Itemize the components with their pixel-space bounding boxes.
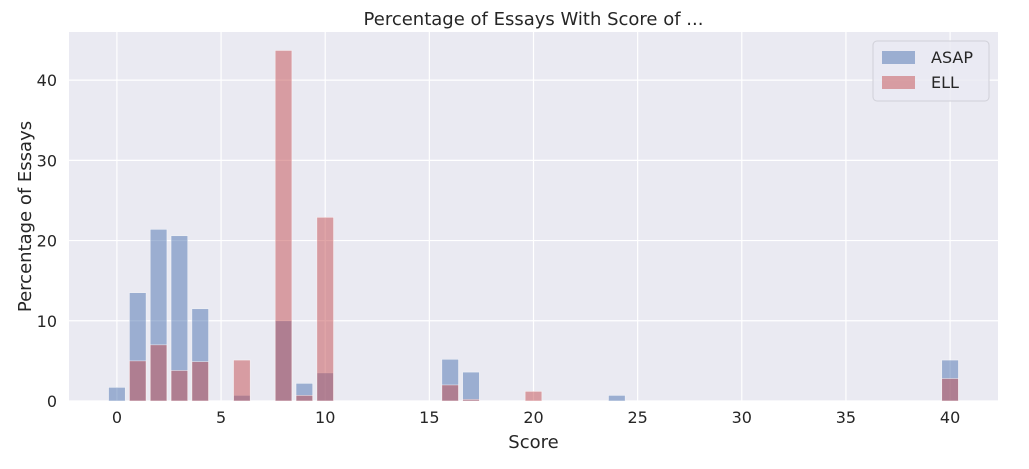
x-axis-label: Score [508, 432, 558, 453]
y-tick-label: 20 [37, 232, 57, 251]
y-tick-label: 40 [37, 71, 57, 90]
x-tick-label: 15 [419, 408, 439, 427]
bar-ell-score-8 [274, 50, 293, 402]
bar-ell-score-6 [233, 359, 251, 402]
x-tick-label: 0 [112, 408, 122, 427]
bar-ell-score-9 [295, 395, 314, 402]
x-tick-label: 10 [315, 408, 335, 427]
legend-swatch-asap [882, 51, 915, 64]
bar-ell-score-2 [149, 344, 168, 402]
bar-ell-score-20 [524, 391, 543, 402]
y-tick-label: 0 [47, 392, 57, 411]
bar-ell-score-16 [441, 384, 459, 402]
legend-swatch-ell [882, 76, 915, 89]
bar-ell-score-1 [129, 360, 147, 402]
x-tick-label: 40 [940, 408, 960, 427]
bar-ell-score-4 [191, 361, 209, 402]
bar-asap-score-24 [608, 395, 626, 402]
y-axis-label: Percentage of Essays [15, 121, 36, 312]
bar-ell-score-17 [462, 399, 480, 402]
bar-asap-score-0 [108, 387, 126, 402]
legend-label-asap: ASAP [931, 48, 973, 67]
bar-ell-score-3 [170, 370, 189, 402]
bars [108, 50, 959, 402]
x-tick-label: 35 [836, 408, 856, 427]
x-tick-label: 25 [627, 408, 647, 427]
chart-title: Percentage of Essays With Score of ... [364, 9, 704, 30]
x-tick-label: 20 [523, 408, 543, 427]
bar-ell-score-40 [941, 378, 959, 402]
bar-asap-score-17 [462, 371, 480, 402]
x-tick-labels: 0 5 10 15 20 25 30 35 40 [112, 408, 960, 427]
x-tick-label: 30 [732, 408, 752, 427]
y-tick-label: 10 [37, 312, 57, 331]
bar-ell-score-10 [316, 217, 334, 402]
legend-label-ell: ELL [931, 73, 959, 92]
legend: ASAP ELL [872, 40, 990, 102]
y-tick-label: 30 [37, 151, 57, 170]
x-tick-label: 5 [216, 408, 226, 427]
y-tick-labels: 0 10 20 30 40 [37, 71, 57, 411]
